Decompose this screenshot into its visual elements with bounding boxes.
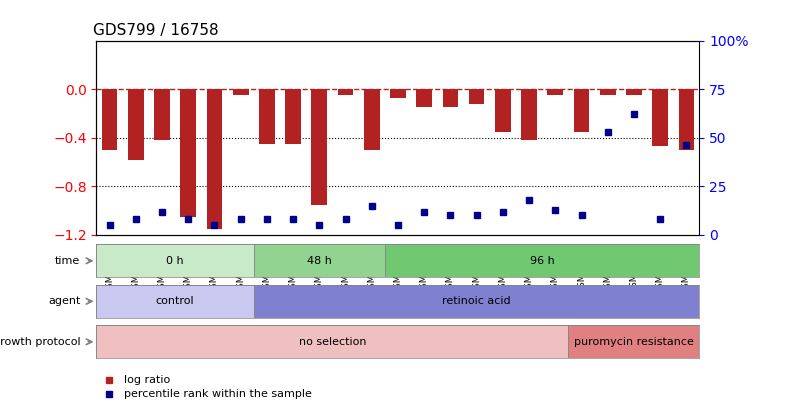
Text: control: control [156, 296, 194, 306]
Bar [96, 244, 254, 277]
Bar [468, 89, 484, 104]
Bar [568, 325, 699, 358]
Bar [337, 89, 353, 95]
Bar [128, 89, 144, 160]
Bar [254, 244, 385, 277]
Bar [364, 89, 379, 150]
Bar [678, 89, 693, 150]
Bar [416, 89, 431, 107]
Text: 0 h: 0 h [166, 256, 184, 266]
Text: retinoic acid: retinoic acid [442, 296, 511, 306]
Bar [96, 285, 254, 318]
Bar [389, 89, 406, 98]
Bar [254, 285, 699, 318]
Bar [311, 89, 327, 205]
Bar [180, 89, 196, 217]
Bar [573, 89, 589, 132]
Bar [385, 244, 699, 277]
Bar [520, 89, 536, 140]
Text: 96 h: 96 h [529, 256, 554, 266]
Bar [442, 89, 458, 107]
Text: agent: agent [48, 296, 80, 306]
Bar [102, 89, 117, 150]
Text: time: time [55, 256, 80, 266]
Bar [626, 89, 641, 95]
Text: puromycin resistance: puromycin resistance [573, 337, 693, 347]
Text: growth protocol: growth protocol [0, 337, 80, 347]
Bar [599, 89, 615, 95]
Bar [233, 89, 248, 95]
Text: log ratio: log ratio [124, 375, 169, 385]
Text: 48 h: 48 h [307, 256, 332, 266]
Bar [154, 89, 169, 140]
Bar [206, 89, 222, 229]
Bar [259, 89, 275, 144]
Bar [651, 89, 667, 146]
Bar [285, 89, 300, 144]
Text: GDS799 / 16758: GDS799 / 16758 [93, 23, 218, 38]
Text: percentile rank within the sample: percentile rank within the sample [124, 390, 311, 399]
Bar [547, 89, 562, 95]
Bar [495, 89, 510, 132]
Text: no selection: no selection [299, 337, 365, 347]
Bar [96, 325, 568, 358]
